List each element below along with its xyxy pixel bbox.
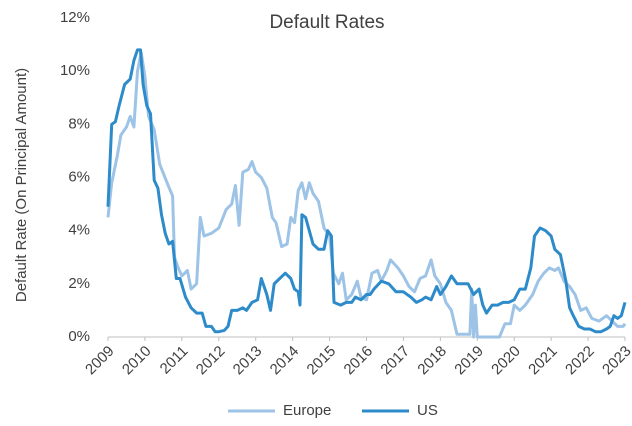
x-tick-label: 2020	[488, 343, 524, 379]
series-line	[106, 51, 627, 339]
legend-label: Europe	[283, 402, 331, 419]
y-axis-label: Default Rate (On Principal Amount)	[13, 68, 30, 302]
legend-label: US	[417, 402, 438, 419]
x-tick-label: 2023	[599, 343, 632, 379]
chart-title: Default Rates	[269, 12, 384, 33]
y-tick-label: 2%	[68, 275, 90, 292]
x-tick-label: 2009	[82, 343, 118, 379]
x-tick-label: 2022	[562, 343, 598, 379]
x-tick-label: 2018	[414, 343, 450, 379]
y-tick-label: 12%	[60, 9, 90, 26]
x-tick-label: 2016	[341, 343, 377, 379]
x-tick-label: 2019	[451, 343, 487, 379]
y-tick-label: 0%	[68, 328, 90, 345]
x-tick-label: 2017	[377, 343, 413, 379]
x-tick-label: 2015	[304, 343, 340, 379]
x-tick-label: 2012	[193, 343, 229, 379]
y-tick-label: 8%	[68, 115, 90, 132]
series-line	[106, 48, 627, 334]
x-tick-label: 2021	[525, 343, 561, 379]
y-tick-label: 10%	[60, 62, 90, 79]
x-tick-label: 2013	[230, 343, 266, 379]
x-tick-label: 2010	[119, 343, 155, 379]
x-tick-label: 2014	[267, 343, 303, 379]
y-tick-label: 6%	[68, 168, 90, 185]
x-tick-label: 2011	[157, 343, 192, 378]
y-tick-label: 4%	[68, 222, 90, 239]
